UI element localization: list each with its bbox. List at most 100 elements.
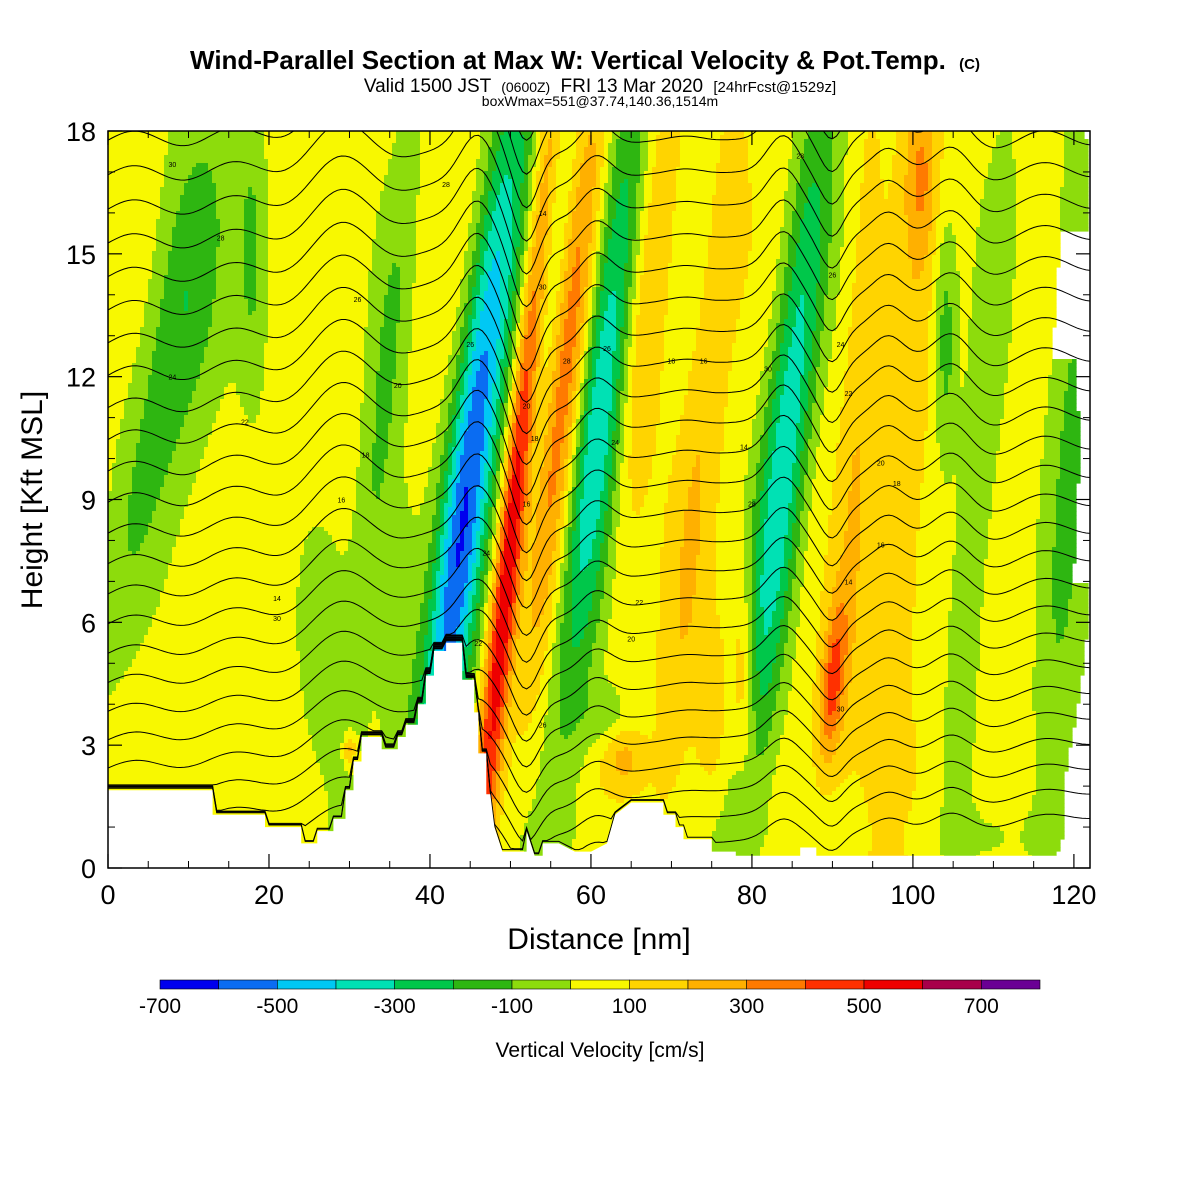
velocity-cell [468,395,473,400]
velocity-cell [528,371,533,376]
velocity-cell [960,351,969,356]
velocity-cell [196,475,357,480]
velocity-cell [780,227,793,232]
velocity-cell [484,407,493,412]
velocity-cell [1016,163,1065,168]
velocity-cell [556,159,573,164]
velocity-cell [820,219,833,224]
velocity-cell [484,291,501,296]
velocity-cell [772,407,781,412]
velocity-cell [652,471,673,476]
velocity-cell [136,355,153,360]
velocity-cell [672,231,713,236]
velocity-cell [464,303,473,308]
velocity-cell [484,447,489,452]
velocity-cell [600,239,605,244]
velocity-cell [820,335,833,340]
velocity-cell [864,163,881,168]
velocity-cell [988,175,1017,180]
velocity-cell [532,239,537,244]
velocity-cell [796,247,821,252]
velocity-cell [500,327,505,332]
velocity-cell [800,223,821,228]
velocity-cell [584,367,589,372]
velocity-cell [696,459,701,464]
velocity-cell [560,327,565,332]
velocity-cell [464,355,469,360]
velocity-cell [124,407,145,412]
velocity-cell [716,167,749,172]
velocity-cell [840,267,857,272]
velocity-cell [508,307,513,312]
velocity-cell [440,467,449,472]
velocity-cell [396,139,421,144]
velocity-cell [596,215,605,220]
velocity-cell [604,247,609,252]
velocity-cell [672,251,709,256]
velocity-cell [632,411,661,416]
velocity-cell [1008,371,1053,376]
velocity-cell [416,243,469,248]
velocity-cell [580,267,589,272]
velocity-cell [540,195,549,200]
velocity-cell [968,363,1009,368]
velocity-cell [552,147,561,152]
velocity-cell [624,303,629,308]
velocity-cell [568,191,577,196]
velocity-cell [916,195,925,200]
velocity-cell [480,207,489,212]
velocity-cell [464,391,469,396]
velocity-cell [404,459,433,464]
velocity-cell [184,419,217,424]
velocity-cell [704,267,749,272]
velocity-cell [516,347,521,352]
velocity-cell [528,199,533,204]
velocity-cell [124,403,145,408]
velocity-cell [496,411,501,416]
velocity-cell [764,467,773,472]
velocity-cell [488,371,497,376]
velocity-cell [852,475,861,480]
velocity-cell [488,491,493,496]
velocity-cell [636,267,645,272]
velocity-cell [496,163,525,168]
velocity-cell [532,143,537,148]
velocity-cell [940,247,957,252]
velocity-cell [628,307,633,312]
velocity-cell [840,411,929,416]
velocity-cell [928,363,937,368]
velocity-cell [376,427,389,432]
velocity-cell [656,431,681,436]
velocity-cell [572,479,577,484]
velocity-cell [856,251,909,256]
velocity-cell [460,371,465,376]
velocity-cell [220,223,245,228]
velocity-cell [584,339,589,344]
velocity-cell [268,331,365,336]
velocity-cell [940,343,953,348]
velocity-cell [748,451,761,456]
velocity-cell [516,467,521,472]
velocity-cell [616,159,641,164]
velocity-cell [980,211,1017,216]
velocity-cell [384,467,405,472]
velocity-cell [480,279,489,284]
velocity-cell [608,307,617,312]
velocity-cell [684,411,725,416]
velocity-cell [264,343,365,348]
velocity-cell [604,203,609,208]
velocity-cell [180,203,217,208]
velocity-cell [456,399,461,404]
velocity-cell [480,151,489,156]
velocity-cell [108,399,125,404]
velocity-cell [464,311,473,316]
velocity-cell [796,207,805,212]
velocity-cell [768,427,777,432]
velocity-cell [780,303,789,308]
velocity-cell [800,399,809,404]
velocity-cell [112,467,133,472]
velocity-cell [212,311,249,316]
velocity-cell [1068,371,1077,376]
velocity-cell [936,323,941,328]
velocity-cell [492,459,497,464]
